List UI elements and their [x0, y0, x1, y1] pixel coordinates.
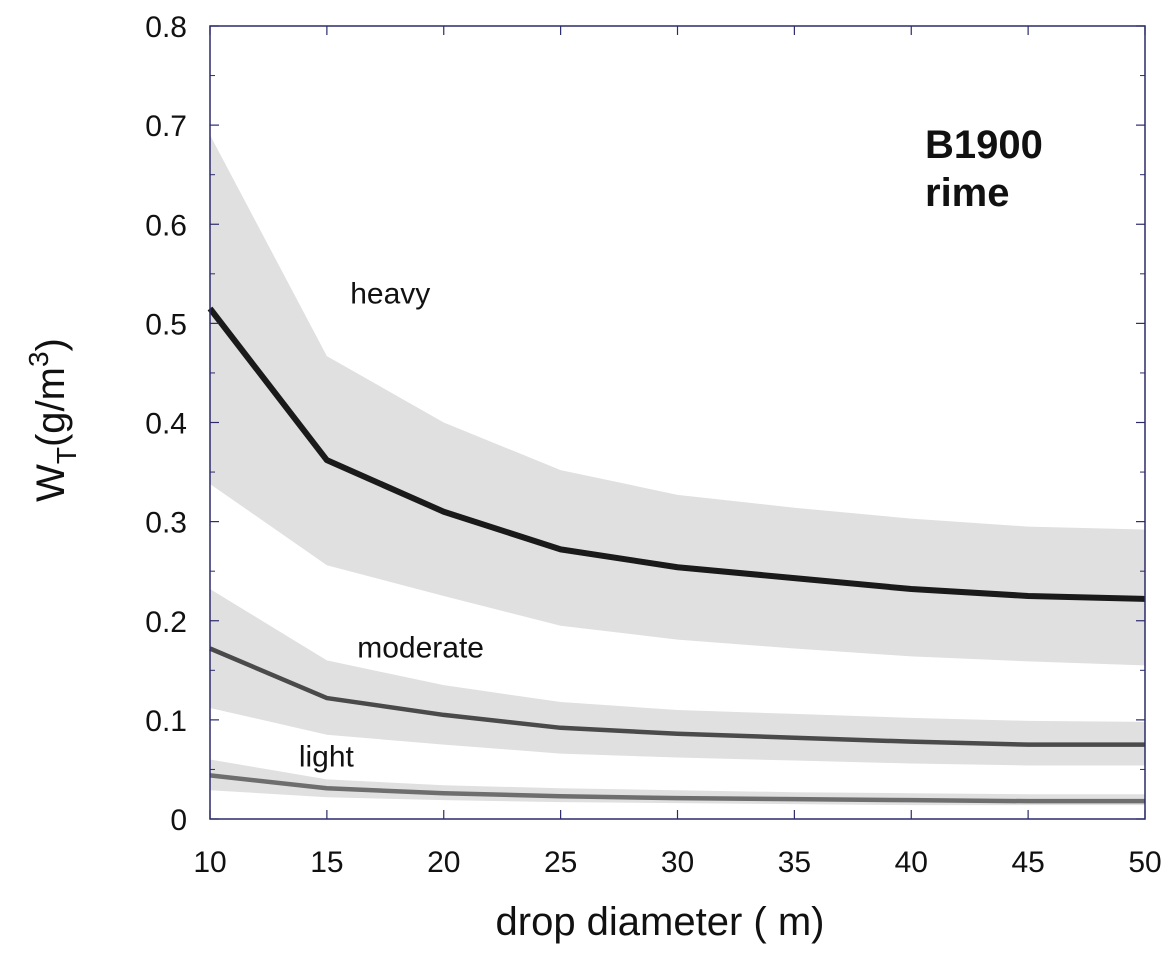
x-tick-label: 50: [1128, 846, 1161, 879]
label-moderate: moderate: [357, 631, 484, 664]
y-tick-label: 0.6: [145, 209, 187, 242]
series-lines: [207, 306, 1146, 804]
line-moderate: [209, 646, 1145, 747]
y-tick-labels: 0 0.1 0.2 0.3 0.4 0.5 0.6 0.7 0.8: [145, 11, 187, 837]
chart-title-line-1: B1900: [925, 123, 1043, 167]
x-tick-label: 40: [895, 846, 928, 879]
y-tick-label: 0.8: [145, 11, 187, 44]
y-axis-title-sub: T: [51, 447, 82, 464]
y-axis-title-unit: (g/m: [29, 367, 73, 447]
y-axis-title-end: ): [29, 338, 73, 351]
chart-title-line-2: rime: [925, 171, 1010, 215]
y-tick-label: 0.3: [145, 507, 187, 540]
x-axis-title: drop diameter ( m): [496, 900, 825, 944]
y-axis-title: WT(g/m3): [23, 338, 82, 502]
x-tick-label: 35: [778, 846, 811, 879]
label-heavy: heavy: [350, 278, 430, 311]
x-tick-label: 30: [661, 846, 694, 879]
y-axis-title-main: W: [29, 464, 73, 502]
line-heavy: [207, 306, 1146, 602]
x-tick-label: 20: [427, 846, 460, 879]
y-axis-title-sup: 3: [23, 351, 54, 367]
y-tick-label: 0.2: [145, 606, 187, 639]
series-labels: heavy moderate light: [299, 278, 484, 774]
line-light: [209, 773, 1145, 804]
y-tick-label: 0: [170, 804, 187, 837]
y-tick-label: 0.4: [145, 408, 187, 441]
x-tick-label: 25: [544, 846, 577, 879]
y-tick-label: 0.5: [145, 308, 187, 341]
band-heavy: [210, 135, 1145, 666]
x-tick-labels: 10 15 20 25 30 35 40 45 50: [193, 846, 1161, 879]
y-tick-label: 0.1: [145, 705, 187, 738]
x-tick-label: 15: [310, 846, 343, 879]
y-tick-label: 0.7: [145, 110, 187, 143]
axis-ticks: [209, 25, 1146, 820]
x-tick-label: 10: [193, 846, 226, 879]
x-tick-label: 45: [1011, 846, 1044, 879]
band-moderate: [210, 589, 1145, 766]
label-light: light: [299, 740, 355, 773]
